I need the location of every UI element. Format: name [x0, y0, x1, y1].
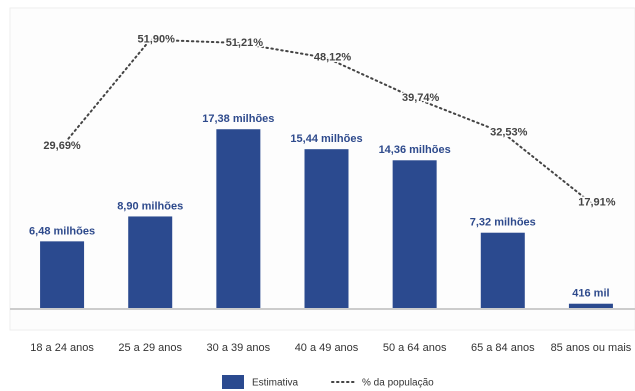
bar: [128, 216, 173, 308]
bar: [480, 232, 525, 308]
x-tick-label: 40 a 49 anos: [295, 342, 359, 354]
bar-value-label: 17,38 milhões: [202, 113, 274, 125]
x-tick-label: 18 a 24 anos: [30, 342, 94, 354]
bar-value-label: 6,48 milhões: [29, 225, 95, 237]
bar-value-label: 8,90 milhões: [117, 200, 183, 212]
bar-value-label: 14,36 milhões: [379, 144, 451, 156]
line-value-label: 51,21%: [226, 37, 264, 49]
line: [61, 38, 592, 204]
line-value-label: 51,90%: [138, 34, 176, 46]
bar-value-label: 416 mil: [572, 288, 609, 300]
bar: [216, 129, 261, 308]
x-tick-label: 65 a 84 anos: [471, 342, 535, 354]
bar-value-label: 7,32 milhões: [470, 217, 536, 229]
x-tick-label: 30 a 39 anos: [207, 342, 271, 354]
x-tick-label: 50 a 64 anos: [383, 342, 447, 354]
line-value-label: 29,69%: [43, 140, 81, 152]
bar: [568, 303, 613, 308]
bar: [392, 160, 437, 308]
legend-label: Estimativa: [252, 378, 299, 389]
legend-swatch: [222, 375, 244, 389]
bar-value-label: 15,44 milhões: [290, 133, 362, 145]
x-tick-label: 25 a 29 anos: [118, 342, 182, 354]
bar: [304, 149, 349, 308]
line-value-label: 32,53%: [490, 127, 528, 139]
x-tick-label: 85 anos ou mais: [551, 342, 632, 354]
legend-label: % da população: [362, 378, 434, 389]
line-value-label: 17,91%: [578, 197, 616, 209]
line-value-label: 39,74%: [402, 92, 440, 104]
bar: [40, 241, 85, 308]
line-value-label: 48,12%: [314, 52, 352, 64]
